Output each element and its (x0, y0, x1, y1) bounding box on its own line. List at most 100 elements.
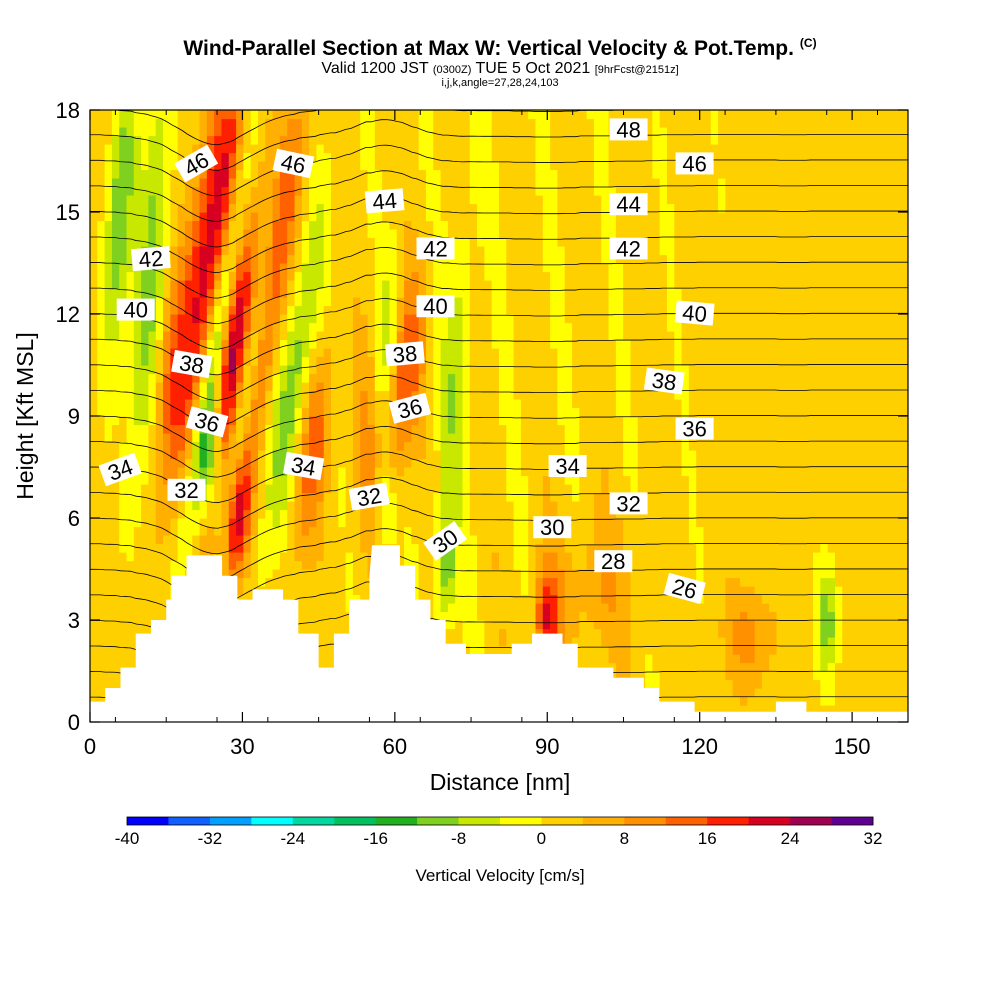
heatmap-cell (221, 569, 230, 579)
heatmap-cell (119, 118, 128, 128)
heatmap-cell (323, 110, 332, 120)
heatmap-cell (447, 144, 456, 154)
heatmap-cell (433, 110, 442, 120)
heatmap-cell (396, 382, 405, 392)
heatmap-cell (564, 620, 573, 630)
heatmap-cell (382, 441, 391, 451)
heatmap-cell (331, 220, 339, 230)
heatmap-cell (119, 237, 128, 247)
heatmap-cell (469, 271, 478, 281)
heatmap-cell (520, 492, 529, 502)
heatmap-cell (309, 620, 318, 630)
heatmap-cell (133, 203, 142, 213)
heatmap-cell (323, 569, 332, 579)
heatmap-cell (572, 229, 580, 239)
heatmap-cell (528, 271, 537, 281)
heatmap-cell (513, 110, 522, 120)
heatmap-cell (557, 263, 566, 273)
heatmap-cell (550, 416, 559, 426)
heatmap-cell (214, 509, 223, 519)
heatmap-cell (90, 263, 98, 273)
heatmap-cell (141, 169, 150, 179)
heatmap-cell (250, 314, 259, 324)
heatmap-cell (294, 424, 303, 434)
heatmap-cell (316, 271, 325, 281)
heatmap-cell (586, 297, 595, 307)
heatmap-cell (250, 246, 259, 256)
heatmap-cell (287, 569, 296, 579)
heatmap-cell (520, 280, 529, 290)
heatmap-cell (484, 424, 493, 434)
heatmap-cell (148, 178, 157, 188)
heatmap-cell (243, 518, 252, 528)
heatmap-cell (90, 246, 98, 256)
heatmap-cell (550, 186, 559, 196)
heatmap-cell (462, 280, 471, 290)
heatmap-cell (447, 620, 456, 630)
heatmap-cell (250, 169, 259, 179)
heatmap-cell (236, 450, 244, 460)
heatmap-cell (104, 178, 113, 188)
heatmap-cell (294, 373, 303, 383)
heatmap-cell (586, 280, 595, 290)
heatmap-cell (374, 518, 383, 528)
heatmap-cell (440, 475, 449, 485)
heatmap-cell (469, 577, 478, 587)
heatmap-cell (389, 305, 398, 315)
heatmap-cell (440, 195, 449, 205)
heatmap-cell (221, 161, 230, 171)
heatmap-cell (119, 424, 128, 434)
heatmap-cell (469, 433, 478, 443)
heatmap-cell (404, 297, 412, 307)
heatmap-cell (418, 144, 427, 154)
heatmap-cell (316, 620, 325, 630)
heatmap-cell (579, 220, 588, 230)
heatmap-cell (221, 237, 230, 247)
heatmap-cell (111, 152, 120, 162)
heatmap-cell (513, 577, 522, 587)
heatmap-cell (170, 178, 179, 188)
heatmap-cell (243, 416, 252, 426)
heatmap-cell (557, 305, 566, 315)
heatmap-cell (177, 144, 186, 154)
heatmap-cell (418, 373, 427, 383)
heatmap-cell (119, 178, 128, 188)
heatmap-cell (338, 161, 347, 171)
heatmap-cell (133, 577, 142, 587)
heatmap-cell (119, 603, 128, 613)
heatmap-cell (425, 492, 434, 502)
heatmap-cell (338, 280, 347, 290)
heatmap-cell (535, 450, 544, 460)
heatmap-cell (550, 271, 559, 281)
heatmap-cell (477, 356, 485, 366)
heatmap-cell (155, 331, 164, 341)
heatmap-cell (133, 373, 142, 383)
heatmap-cell (374, 399, 383, 409)
heatmap-cell (104, 518, 113, 528)
heatmap-cell (352, 356, 361, 366)
heatmap-cell (367, 178, 376, 188)
heatmap-cell (90, 110, 98, 120)
heatmap-cell (484, 637, 493, 647)
heatmap-cell (228, 178, 237, 188)
heatmap-cell (163, 594, 171, 604)
heatmap-cell (513, 203, 522, 213)
heatmap-cell (331, 178, 339, 188)
heatmap-cell (309, 288, 318, 298)
heatmap-cell (572, 526, 580, 536)
heatmap-cell (279, 280, 288, 290)
heatmap-cell (499, 586, 507, 596)
heatmap-cell (265, 552, 274, 562)
heatmap-cell (396, 467, 405, 477)
heatmap-cell (228, 407, 237, 417)
heatmap-cell (520, 365, 529, 375)
heatmap-cell (345, 407, 354, 417)
heatmap-cell (133, 331, 142, 341)
heatmap-cell (572, 212, 580, 222)
heatmap-cell (338, 254, 347, 264)
heatmap-cell (287, 543, 296, 553)
heatmap-cell (221, 314, 230, 324)
heatmap-cell (309, 373, 318, 383)
heatmap-cell (111, 237, 120, 247)
heatmap-cell (301, 237, 310, 247)
